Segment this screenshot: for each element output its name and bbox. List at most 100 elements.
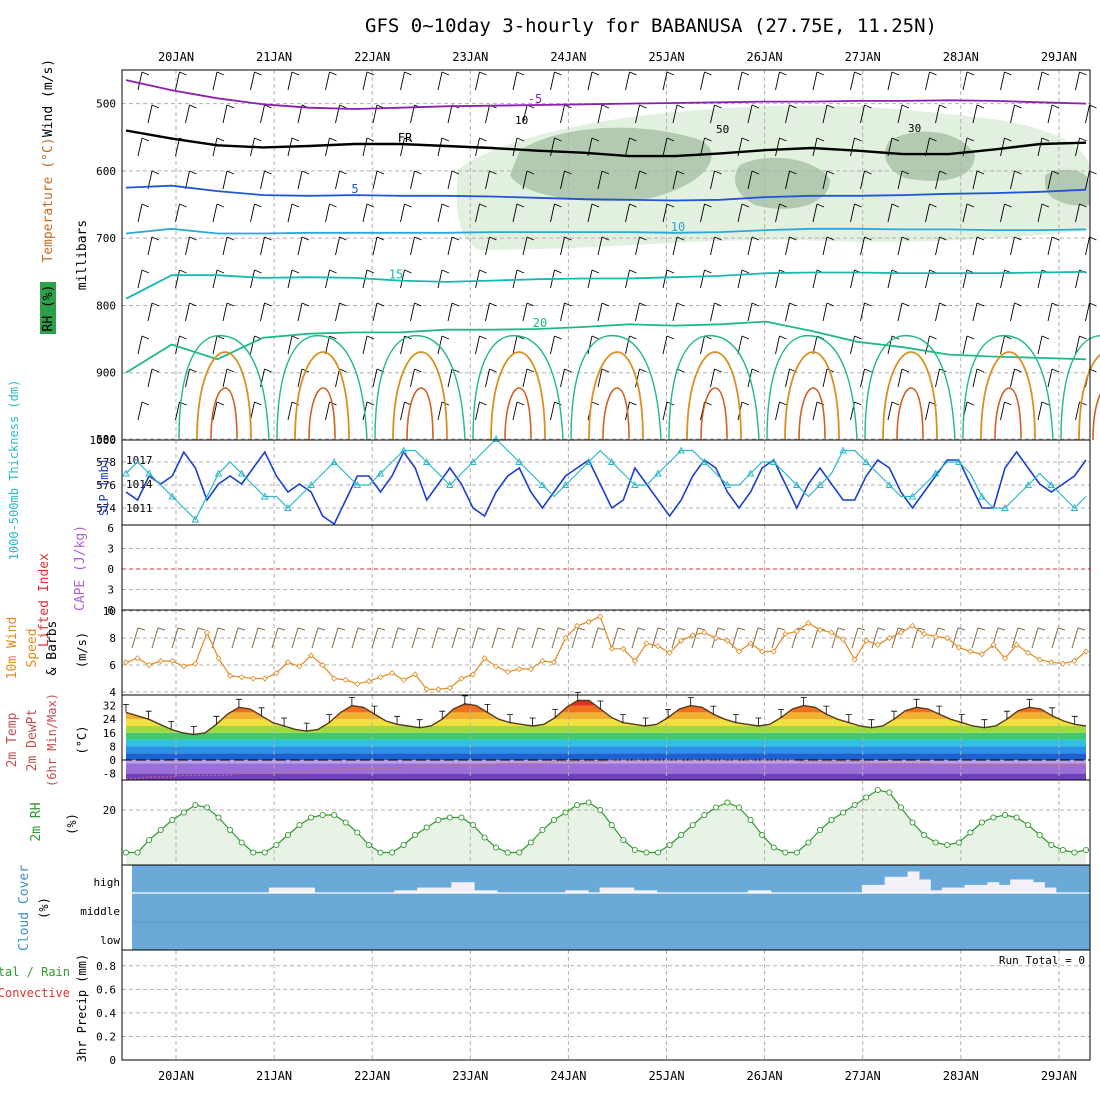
wind-10m-panel: 4 6 8 10 10m Wind Speed & Barbs (m/s) <box>5 605 1090 699</box>
isotherm-label: FR <box>398 131 413 145</box>
temp-errorbar <box>303 722 310 732</box>
temp-band <box>126 712 1086 720</box>
upper-wind-barb <box>822 170 835 190</box>
wind-speed-marker <box>481 655 488 662</box>
wind-speed-marker <box>377 674 384 681</box>
wind-speed-marker <box>608 645 615 652</box>
wind-speed-marker <box>932 633 939 640</box>
temp-errorbar <box>529 717 536 726</box>
warm-contour <box>994 387 1022 441</box>
rh-marker <box>527 839 534 846</box>
rh-marker <box>921 831 928 839</box>
surface-wind-barb <box>451 627 466 649</box>
rh-axis-title: 2m RH <box>29 802 44 841</box>
wind-speed-marker <box>654 643 662 650</box>
upper-wind-barb <box>962 335 975 355</box>
temp-errorbar <box>348 697 355 706</box>
upper-wind-barb <box>522 302 535 322</box>
upper-wind-barb <box>222 236 235 256</box>
upper-wind-barb <box>512 137 525 157</box>
rh-marker <box>157 826 164 834</box>
cloud-high-bar <box>611 887 623 893</box>
upper-wind-barb <box>700 269 712 289</box>
surface-wind-barb <box>891 627 906 649</box>
isotherm-line <box>125 320 1087 374</box>
temp-errorbar <box>597 700 604 709</box>
wind-speed-marker <box>678 637 685 644</box>
wind-speed-marker <box>527 665 534 673</box>
rh-marker <box>782 849 789 856</box>
upper-wind-barb <box>550 137 562 157</box>
warm-contour <box>308 387 336 441</box>
upper-wind-barb <box>775 401 787 421</box>
rh-marker <box>585 799 592 806</box>
temp-errorbar <box>1003 710 1010 720</box>
wind-speed-marker <box>735 648 743 655</box>
pressure-tick: 600 <box>96 165 116 178</box>
precip-convective-label: Convective <box>0 986 70 1000</box>
upper-wind-barb <box>522 170 535 190</box>
surface-wind-barb <box>571 627 586 649</box>
thickness-marker <box>353 481 362 488</box>
rh-marker <box>1059 846 1066 854</box>
cloud-high-bar <box>428 887 441 893</box>
date-label-bottom: 23JAN <box>452 1069 488 1083</box>
upper-wind-barb <box>222 170 235 190</box>
rh-marker <box>423 824 430 831</box>
thickness-marker <box>561 481 570 488</box>
rh-marker <box>469 821 477 829</box>
rh-marker <box>735 804 743 811</box>
thickness-marker <box>168 492 177 500</box>
rh-marker <box>192 801 199 809</box>
wind-speed-marker <box>250 675 257 682</box>
warm-contour <box>294 351 350 441</box>
upper-wind-barb <box>860 368 872 388</box>
upper-wind-barb <box>560 104 572 124</box>
thickness-marker <box>469 458 477 465</box>
upper-wind-barb <box>625 203 637 223</box>
rh-marker <box>608 821 615 829</box>
wind-speed-marker <box>909 622 916 629</box>
temp-errorbar <box>461 695 468 704</box>
upper-wind-barb <box>335 170 347 190</box>
upper-wind-barb <box>437 71 450 91</box>
temp-errorbar <box>145 710 152 720</box>
rh-marker <box>388 849 396 856</box>
upper-wind-barb <box>850 137 862 157</box>
rh-marker <box>180 809 187 816</box>
green-contour <box>668 334 760 441</box>
upper-wind-barb <box>1000 401 1012 421</box>
date-label-top: 26JAN <box>747 50 783 64</box>
rh-marker <box>250 849 257 856</box>
upper-wind-barb <box>1000 71 1012 91</box>
upper-wind-barb <box>372 236 385 256</box>
green-contour <box>472 334 564 441</box>
temp-band <box>126 705 1086 713</box>
date-label-bottom: 20JAN <box>158 1069 194 1083</box>
wind-speed-marker <box>1059 660 1066 667</box>
cloud-axis-title: Cloud Cover <box>17 865 32 951</box>
upper-wind-barb <box>935 368 947 388</box>
temp-errorbar <box>619 714 626 723</box>
green-contour <box>276 334 368 441</box>
rh-2m-panel: 20 2m RH (%) <box>29 780 1090 865</box>
cloud-high-bar <box>451 882 464 893</box>
upper-wind-barb <box>185 104 197 124</box>
upper-wind-barb <box>560 236 572 256</box>
upper-wind-barb <box>560 302 572 322</box>
upper-wind-barb <box>822 104 835 124</box>
cloud-layer-label: low <box>100 934 120 947</box>
instability-panel: 6 3 0 3 6 Lifted Index CAPE (J/kg) <box>37 522 1090 647</box>
lifted-index-axis-title: Lifted Index <box>37 553 52 647</box>
thickness-marker <box>608 458 616 465</box>
wind-speed-marker <box>712 634 719 642</box>
rh-marker <box>308 814 315 821</box>
thickness-marker <box>769 458 778 465</box>
upper-wind-barb <box>887 203 900 223</box>
cloud-high-bar <box>998 884 1011 893</box>
thickness-marker <box>885 481 894 488</box>
surface-wind-barb <box>411 627 426 649</box>
upper-wind-barb <box>737 203 750 223</box>
rh-marker <box>643 849 650 856</box>
date-label-top: 24JAN <box>550 50 586 64</box>
